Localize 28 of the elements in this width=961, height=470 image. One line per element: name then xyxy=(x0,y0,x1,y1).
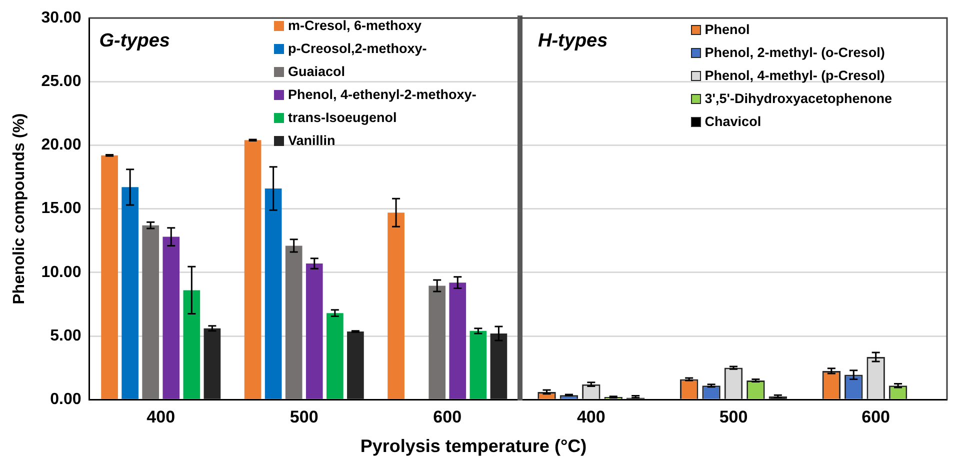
legend-label: m-Cresol, 6-methoxy xyxy=(288,17,422,35)
legend-label: Chavicol xyxy=(704,113,762,131)
x-tick-label: 400 xyxy=(576,407,606,426)
annotation: G-types xyxy=(99,30,170,52)
y-axis-title: Phenolic compounds (%) xyxy=(11,113,28,304)
x-axis-title: Pyrolysis temperature (°C) xyxy=(360,436,587,457)
y-tick-label: 5.00 xyxy=(50,327,82,344)
x-tick-label: 500 xyxy=(719,407,748,426)
y-tick-label: 0.00 xyxy=(50,391,82,408)
y-tick-label: 20.00 xyxy=(41,136,82,154)
x-tick-label: 400 xyxy=(146,407,176,426)
x-tick-label: 500 xyxy=(290,407,318,426)
legend-label: Vanillin xyxy=(288,132,336,150)
legend-label: Phenol, 2-methyl- (o-Cresol) xyxy=(704,44,885,62)
legend-label: Phenol, 4-methyl- (p-Cresol) xyxy=(704,67,885,85)
legend-label: p-Creosol,2-methoxy- xyxy=(288,40,427,58)
y-tick-label: 30.00 xyxy=(41,9,82,26)
legend-label: Phenol, 4-ethenyl-2-methoxy- xyxy=(288,86,476,104)
legend-label: Phenol xyxy=(704,21,750,39)
annotation: H-types xyxy=(538,30,608,52)
y-tick-label: 10.00 xyxy=(41,264,82,281)
legend-label: trans-Isoeugenol xyxy=(288,109,397,127)
y-tick-label: 25.00 xyxy=(41,73,82,90)
x-tick-label: 600 xyxy=(862,407,890,426)
y-tick-label: 15.00 xyxy=(41,200,82,218)
legend-label: 3',5'-Dihydroxyacetophenone xyxy=(704,90,892,108)
x-tick-label: 600 xyxy=(433,407,462,426)
legend-label: Guaiacol xyxy=(288,63,346,81)
